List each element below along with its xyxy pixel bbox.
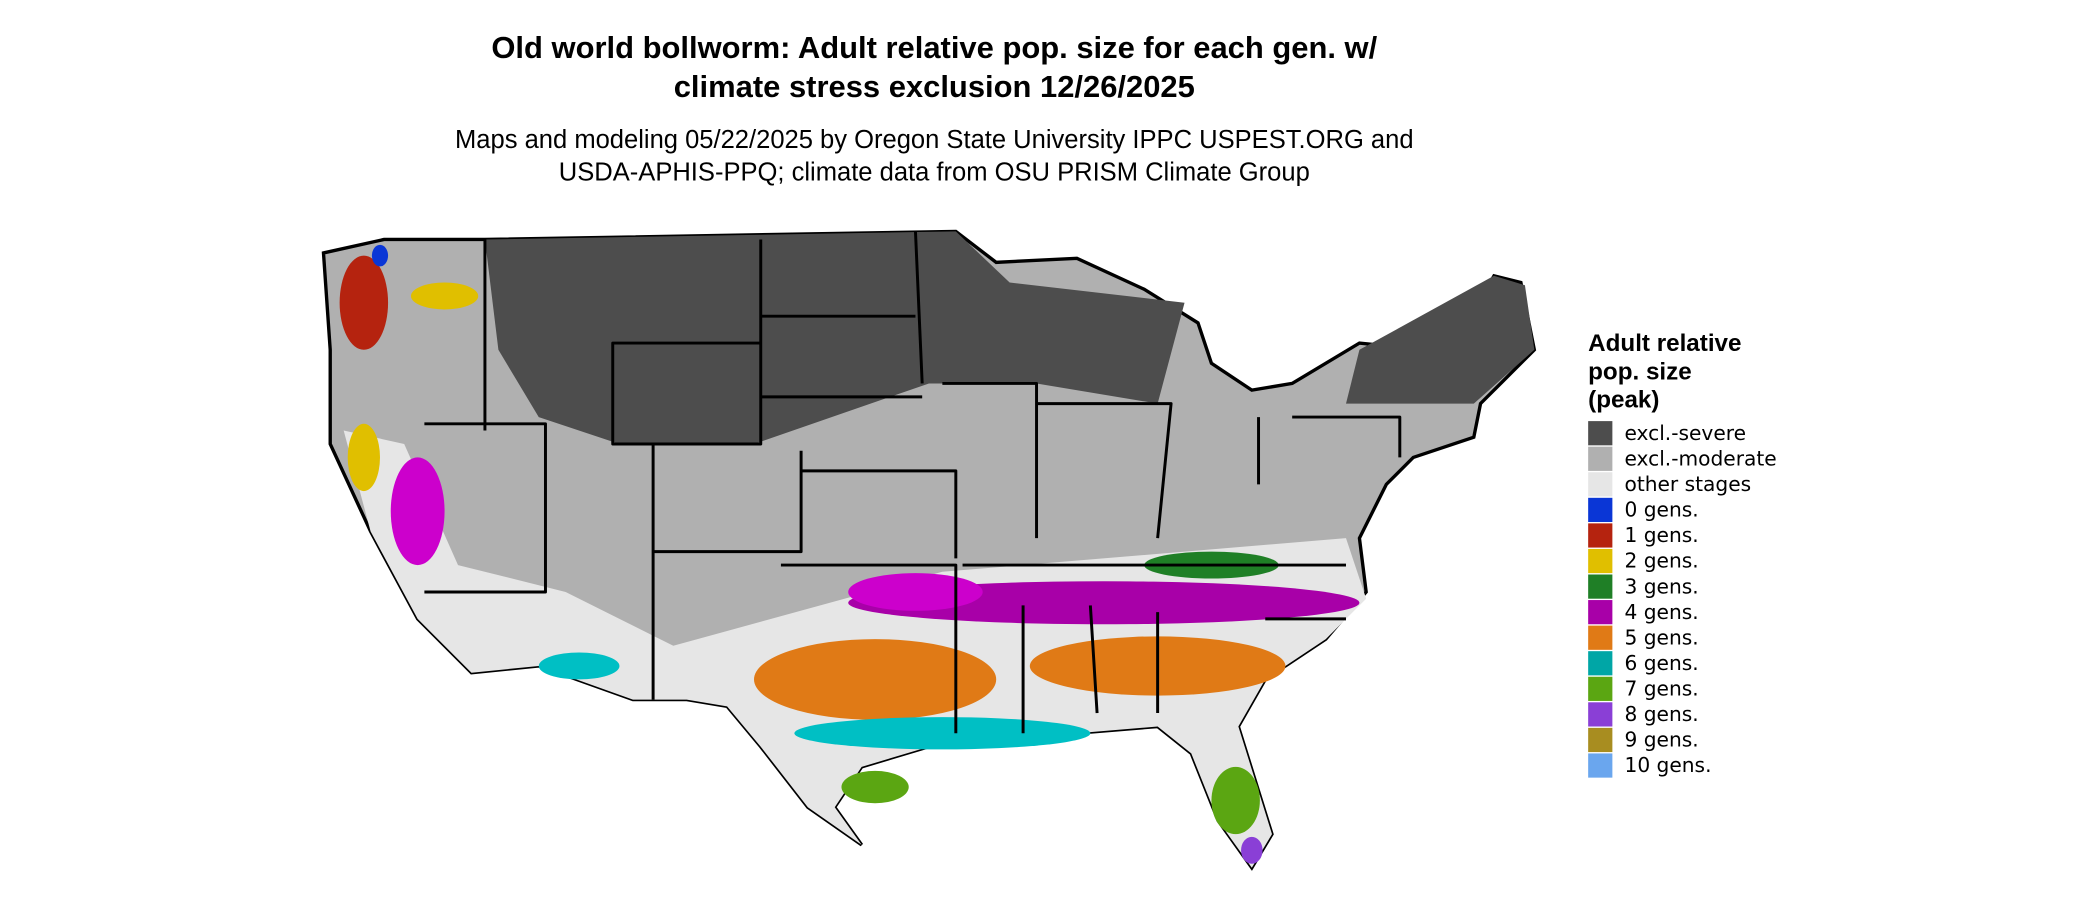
legend-swatch (1588, 472, 1613, 497)
header: Old world bollworm: Adult relative pop. … (455, 30, 1414, 186)
legend-label: 9 gens. (1624, 728, 1698, 752)
legend-label: 5 gens. (1624, 625, 1698, 649)
gen-8-florida (1241, 836, 1263, 864)
severe-northeast (1345, 275, 1535, 404)
legend-label: 6 gens. (1624, 651, 1698, 675)
gen-7-texas (841, 770, 909, 804)
gen-2-west (347, 423, 380, 492)
gen-1-pnw (339, 255, 389, 350)
severe-north (484, 231, 1185, 444)
legend-swatch (1588, 446, 1613, 471)
subtitle: USDA-APHIS-PPQ; climate data from OSU PR… (559, 158, 1310, 186)
legend-swatch (1588, 753, 1613, 778)
legend-title: (peak) (1588, 387, 1659, 414)
gen-4-band (848, 573, 983, 611)
legend-swatch (1588, 676, 1613, 701)
legend-swatch (1588, 651, 1613, 676)
legend-swatch (1588, 702, 1613, 727)
legend-swatch (1588, 421, 1613, 446)
gen-4-west (390, 457, 445, 566)
gen-6-west (538, 652, 620, 680)
gen-0-pnw (371, 244, 389, 267)
legend-label: 1 gens. (1624, 523, 1698, 547)
legend-label: 4 gens. (1624, 600, 1698, 624)
gen-5-band (754, 639, 997, 720)
legend-label: other stages (1624, 472, 1751, 496)
legend-swatch (1588, 600, 1613, 625)
state-borders (424, 231, 1402, 734)
title: climate stress exclusion 12/26/2025 (674, 69, 1195, 104)
legend-label: 7 gens. (1624, 677, 1698, 701)
title: Old world bollworm: Adult relative pop. … (491, 30, 1377, 65)
legend-label: 2 gens. (1624, 549, 1698, 573)
legend-title: pop. size (1588, 358, 1692, 385)
subtitle: Maps and modeling 05/22/2025 by Oregon S… (455, 126, 1414, 154)
gen-2-pnw (410, 282, 479, 310)
legend-label: 3 gens. (1624, 574, 1698, 598)
gen-7-florida (1211, 766, 1260, 835)
legend-swatch (1588, 497, 1613, 523)
legend-swatch (1588, 523, 1613, 548)
legend-label: 10 gens. (1624, 753, 1711, 777)
legend-swatch (1588, 548, 1613, 574)
legend-label: 0 gens. (1624, 498, 1698, 522)
gen-6-band (794, 717, 1091, 750)
legend-title: Adult relative (1588, 330, 1741, 357)
legend-swatch (1588, 727, 1613, 753)
legend-label: 8 gens. (1624, 702, 1698, 726)
legend-swatch (1588, 574, 1613, 599)
legend-label: excl.-moderate (1624, 447, 1776, 471)
legend-swatch (1588, 625, 1613, 650)
us-map (321, 229, 1537, 871)
legend-label: excl.-severe (1624, 421, 1746, 445)
